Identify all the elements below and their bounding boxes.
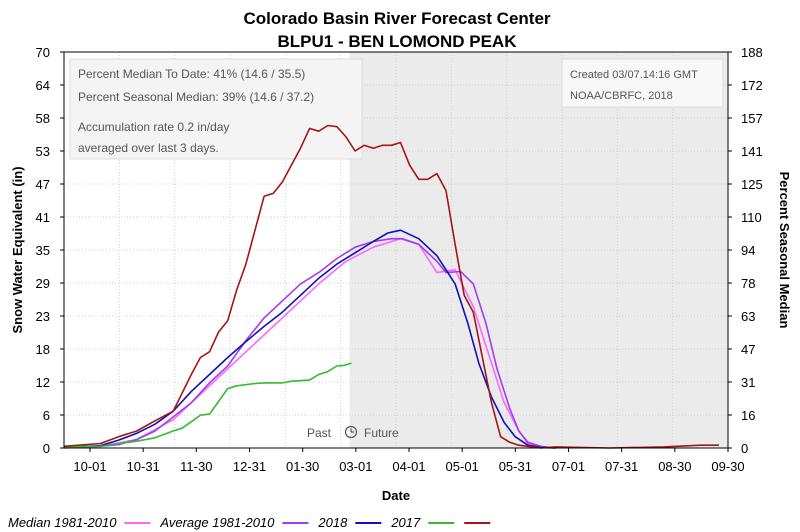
- y2-tick-label: 110: [741, 210, 762, 225]
- source-credit: NOAA/CBRFC, 2018: [570, 90, 673, 102]
- y2-tick-label: 157: [741, 111, 763, 126]
- y-tick-label: 23: [36, 309, 50, 324]
- y2-tick-label: 0: [741, 441, 748, 456]
- x-tick-label: 10-01: [73, 459, 106, 474]
- y2-tick-label: 94: [741, 243, 755, 258]
- series-line-current-year: [63, 124, 719, 449]
- y2-tick-label: 63: [741, 309, 755, 324]
- legend-label-average-1981-2010: Average 1981-2010: [159, 515, 275, 530]
- y-tick-label: 6: [43, 408, 50, 423]
- x-tick-label: 07-31: [605, 459, 638, 474]
- clock-icon: [344, 425, 358, 439]
- accumulation-averaged: averaged over last 3 days.: [78, 141, 219, 155]
- chart-title: Colorado Basin River Forecast Center: [243, 9, 550, 28]
- x-tick-label: 10-31: [127, 459, 160, 474]
- series-line-average-1981-2010: [63, 237, 556, 449]
- y-tick-label: 12: [36, 375, 50, 390]
- x-tick-label: 08-30: [658, 459, 691, 474]
- y2-tick-label: 31: [741, 375, 755, 390]
- x-tick-label: 09-30: [711, 459, 744, 474]
- y-axis-ticks: 0 6 12 18 23 29 35 41 47 53 58 64 70: [36, 45, 64, 456]
- percent-seasonal-median: Percent Seasonal Median: 39% (14.6 / 37.…: [78, 90, 314, 104]
- legend-label-2018: 2018: [317, 515, 348, 530]
- y-tick-label: 0: [43, 441, 50, 456]
- y-tick-label: 41: [36, 210, 50, 225]
- chart-subtitle: BLPU1 - BEN LOMOND PEAK: [278, 32, 518, 51]
- y-tick-label: 29: [36, 276, 50, 291]
- x-tick-label: 05-31: [499, 459, 532, 474]
- y2-tick-label: 78: [741, 276, 755, 291]
- legend-label-2017: 2017: [390, 515, 421, 530]
- y2-tick-label: 16: [741, 408, 755, 423]
- x-tick-label: 01-30: [286, 459, 319, 474]
- legend-label-median-1981-2010: Median 1981-2010: [8, 515, 117, 530]
- y2-tick-label: 125: [741, 177, 763, 192]
- series-line-2017: [63, 362, 352, 448]
- x-tick-label: 04-01: [392, 459, 425, 474]
- legend: Median 1981-2010 Average 1981-2010 2018 201…: [8, 515, 491, 530]
- future-label: Future: [364, 426, 399, 440]
- created-timestamp: Created 03/07.14:16 GMT: [570, 69, 698, 81]
- y-tick-label: 18: [36, 342, 50, 357]
- x-tick-label: 03-01: [339, 459, 372, 474]
- accumulation-rate: Accumulation rate 0.2 in/day: [78, 120, 229, 134]
- y-axis-label: Snow Water Equivalent (in): [10, 166, 25, 333]
- percent-median-to-date: Percent Median To Date: 41% (14.6 / 35.5…: [78, 67, 305, 81]
- y2-tick-label: 188: [741, 45, 763, 60]
- y2-tick-label: 47: [741, 342, 755, 357]
- y-tick-label: 70: [36, 45, 50, 60]
- x-tick-label: 12-31: [233, 459, 266, 474]
- y2-axis-label: Percent Seasonal Median: [777, 172, 792, 329]
- y2-axis-ticks: 0 16 31 47 63 78 94 110 125 141 157 172 188: [728, 45, 763, 456]
- x-axis-ticks: 10-01 10-31 11-30 12-31 01-30 03-01 04-01 05-01…: [73, 448, 745, 474]
- y-tick-label: 47: [36, 177, 50, 192]
- past-label: Past: [307, 426, 332, 440]
- info-box-right: [561, 58, 724, 108]
- y-tick-label: 35: [36, 243, 50, 258]
- x-tick-label: 11-30: [180, 459, 212, 474]
- x-tick-label: 05-01: [446, 459, 479, 474]
- y2-tick-label: 172: [741, 78, 763, 93]
- x-tick-label: 07-01: [552, 459, 585, 474]
- y2-tick-label: 141: [741, 144, 763, 159]
- info-box-left: [69, 58, 363, 160]
- series-lines: [63, 124, 719, 449]
- x-axis-label: Date: [382, 488, 410, 503]
- y-tick-label: 58: [36, 111, 50, 126]
- y-tick-label: 64: [36, 78, 50, 93]
- y-tick-label: 53: [36, 144, 50, 159]
